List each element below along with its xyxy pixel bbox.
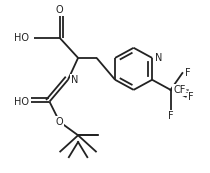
Text: CF₃: CF₃ (173, 85, 189, 95)
Text: HO: HO (14, 33, 29, 43)
Text: F: F (168, 111, 173, 121)
Text: HO: HO (14, 97, 29, 107)
Text: N: N (155, 53, 162, 63)
Text: O: O (56, 117, 63, 127)
Text: O: O (56, 5, 63, 15)
Text: O: O (18, 97, 26, 107)
Text: F: F (185, 68, 190, 78)
Text: N: N (71, 75, 78, 85)
Text: F: F (188, 92, 194, 102)
